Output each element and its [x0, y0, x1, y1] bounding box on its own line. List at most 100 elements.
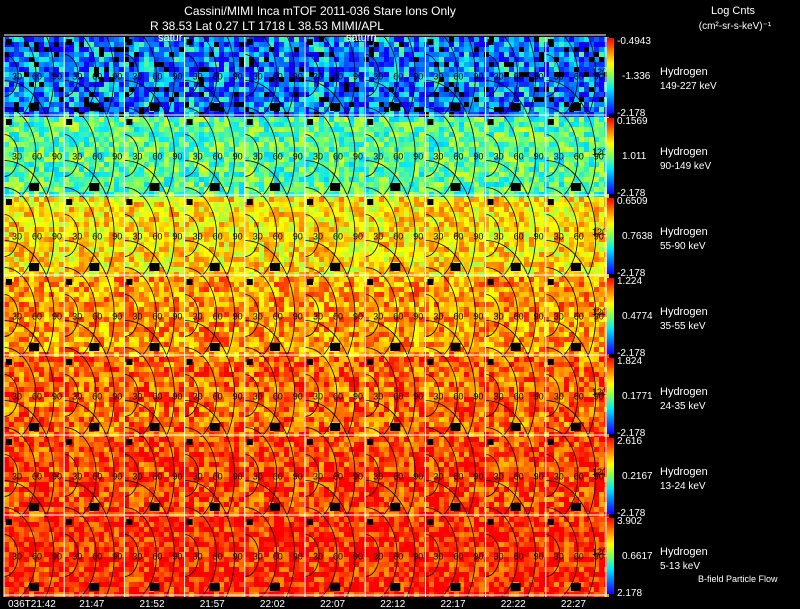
pixel-cell	[114, 87, 119, 92]
pixel-cell	[489, 167, 494, 172]
pixel-cell	[174, 222, 179, 227]
pixel-cell	[309, 217, 314, 222]
pixel-cell	[14, 47, 19, 52]
pixel-cell	[579, 122, 584, 127]
pixel-cell	[119, 137, 124, 142]
pixel-cell	[9, 102, 14, 107]
pixel-cell	[104, 237, 109, 242]
pixel-cell	[264, 227, 269, 232]
pixel-cell	[14, 197, 19, 202]
pixel-cell	[24, 152, 29, 157]
pixel-cell	[44, 132, 49, 137]
pixel-cell	[424, 47, 429, 52]
pixel-cell	[259, 167, 264, 172]
pixel-cell	[579, 212, 584, 217]
pixel-cell	[409, 87, 414, 92]
pixel-cell	[179, 217, 184, 222]
pixel-cell	[69, 127, 74, 132]
pixel-cell	[284, 67, 289, 72]
pixel-cell	[89, 217, 94, 222]
pixel-cell	[154, 222, 159, 227]
pixel-cell	[424, 82, 429, 87]
pixel-cell	[369, 87, 374, 92]
pixel-cell	[164, 227, 169, 232]
pixel-cell	[469, 222, 474, 227]
pixel-cell	[414, 92, 419, 97]
pixel-cell	[344, 217, 349, 222]
pixel-cell	[359, 82, 364, 87]
boundary-block	[511, 183, 521, 191]
pixel-cell	[439, 92, 444, 97]
pixel-cell	[319, 57, 324, 62]
pixel-cell	[134, 182, 139, 187]
pixel-cell	[344, 77, 349, 82]
pixel-cell	[439, 182, 444, 187]
pixel-cell	[499, 92, 504, 97]
pixel-cell	[369, 102, 374, 107]
pixel-cell	[189, 222, 194, 227]
pixel-cell	[379, 137, 384, 142]
pixel-cell	[84, 177, 89, 182]
pixel-cell	[544, 162, 549, 167]
pixel-cell	[544, 152, 549, 157]
pixel-cell	[404, 167, 409, 172]
pixel-cell	[274, 202, 279, 207]
pixel-cell	[464, 207, 469, 212]
pixel-cell	[404, 207, 409, 212]
pixel-cell	[134, 127, 139, 132]
pixel-cell	[114, 217, 119, 222]
pixel-cell	[174, 107, 179, 112]
pixel-cell	[499, 62, 504, 67]
contour-label: 60	[514, 152, 524, 162]
pixel-cell	[289, 222, 294, 227]
pixel-cell	[229, 82, 234, 87]
pixel-cell	[204, 232, 209, 237]
pixel-cell	[239, 187, 244, 192]
pixel-cell	[464, 52, 469, 57]
pixel-cell	[229, 162, 234, 167]
pixel-cell	[249, 162, 254, 167]
pixel-cell	[149, 57, 154, 62]
pixel-cell	[484, 162, 489, 167]
pixel-cell	[534, 127, 539, 132]
pixel-cell	[524, 182, 529, 187]
pixel-cell	[514, 47, 519, 52]
pixel-cell	[549, 207, 554, 212]
pixel-cell	[194, 97, 199, 102]
pixel-cell	[224, 222, 229, 227]
pixel-cell	[94, 42, 99, 47]
pixel-cell	[294, 37, 299, 42]
pixel-cell	[179, 97, 184, 102]
pixel-cell	[284, 147, 289, 152]
pixel-cell	[104, 207, 109, 212]
pixel-cell	[349, 87, 354, 92]
pixel-cell	[179, 92, 184, 97]
pixel-cell	[104, 77, 109, 82]
contour-label: 30	[72, 152, 82, 162]
pixel-cell	[579, 37, 584, 42]
pixel-cell	[279, 217, 284, 222]
pixel-cell	[164, 127, 169, 132]
pixel-cell	[239, 92, 244, 97]
pixel-cell	[44, 127, 49, 132]
pixel-cell	[519, 122, 524, 127]
pixel-cell	[229, 197, 234, 202]
pixel-cell	[379, 127, 384, 132]
pixel-cell	[474, 187, 479, 192]
pixel-cell	[4, 102, 9, 107]
pixel-cell	[449, 57, 454, 62]
pixel-cell	[324, 102, 329, 107]
pixel-cell	[44, 242, 49, 247]
pixel-cell	[144, 232, 149, 237]
pixel-cell	[139, 177, 144, 182]
pixel-cell	[504, 122, 509, 127]
pixel-cell	[4, 97, 9, 102]
pixel-cell	[394, 197, 399, 202]
pixel-cell	[519, 222, 524, 227]
pixel-cell	[94, 202, 99, 207]
pixel-cell	[359, 57, 364, 62]
pixel-cell	[404, 237, 409, 242]
pixel-cell	[259, 182, 264, 187]
pixel-cell	[239, 202, 244, 207]
pixel-cell	[109, 117, 114, 122]
